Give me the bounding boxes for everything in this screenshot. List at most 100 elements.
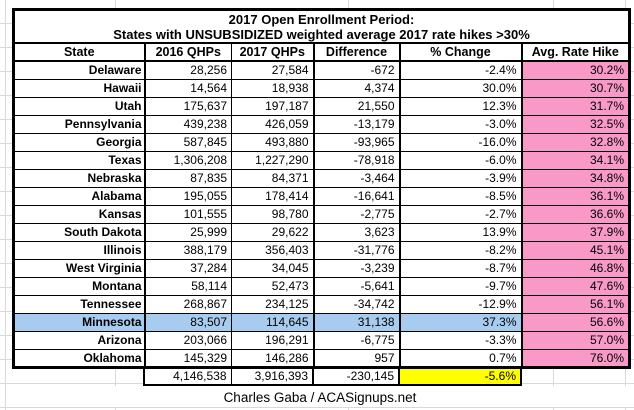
cell-avg-rate-hike: 30.2% bbox=[520, 60, 630, 80]
cell-pct-change: -12.9% bbox=[398, 294, 522, 314]
cell-state: South Dakota bbox=[13, 222, 145, 242]
cell-2017-qhps: 146,286 bbox=[231, 348, 314, 368]
cell-2016-qhps: 25,999 bbox=[143, 222, 232, 242]
header-row: State 2016 QHPs 2017 QHPs Difference% Chang… bbox=[13, 42, 630, 62]
table-row: Delaware 28,256 27,584 -672 -2.4% 30.2% bbox=[13, 60, 630, 80]
cell-avg-rate-hike: 30.7% bbox=[520, 78, 630, 98]
table-row: Oklahoma 145,329 146,286 957 0.7% 76.0% bbox=[13, 348, 630, 368]
cell-2017-qhps: 18,938 bbox=[231, 78, 314, 98]
totals-row: 4,146,538 3,916,393 -230,145 -5.6% bbox=[143, 367, 522, 385]
col-header-difference: Difference bbox=[312, 42, 400, 62]
cell-2017-qhps: 178,414 bbox=[231, 186, 314, 206]
cell-state: Illinois bbox=[13, 240, 145, 260]
table-row: Nebraska 87,835 84,371 -3,464 -3.9% 34.8% bbox=[13, 168, 630, 188]
cell-2016-qhps: 1,306,208 bbox=[143, 150, 232, 170]
table-row: Georgia 587,845 493,880 -93,965 -16.0% 32.8% bbox=[13, 132, 630, 152]
rate-hike-table: 2017 Open Enrollment Period: States with… bbox=[12, 8, 631, 369]
table-row: Utah 175,637 197,187 21,550 12.3% 31.7% bbox=[13, 96, 630, 116]
cell-difference: -3,464 bbox=[312, 168, 400, 188]
cell-pct-change: -9.7% bbox=[398, 276, 522, 296]
table-row: Illinois 388,179 356,403 -31,776 -8.2% 45.1% bbox=[13, 240, 630, 260]
cell-2016-qhps: 175,637 bbox=[143, 96, 232, 116]
cell-avg-rate-hike: 57.0% bbox=[520, 330, 630, 350]
cell-2017-qhps: 29,622 bbox=[231, 222, 314, 242]
cell-pct-change: -6.0% bbox=[398, 150, 522, 170]
cell-pct-change: -8.5% bbox=[398, 186, 522, 206]
cell-pct-change: 13.9% bbox=[398, 222, 522, 242]
cell-pct-change: 12.3% bbox=[398, 96, 522, 116]
cell-2017-qhps: 426,059 bbox=[231, 114, 314, 134]
cell-avg-rate-hike: 56.6% bbox=[520, 312, 630, 332]
cell-state: Nebraska bbox=[13, 168, 145, 188]
cell-difference: 4,374 bbox=[312, 78, 400, 98]
total-difference: -230,145 bbox=[312, 367, 400, 385]
cell-avg-rate-hike: 32.8% bbox=[520, 132, 630, 152]
cell-difference: -93,965 bbox=[312, 132, 400, 152]
cell-pct-change: 30.0% bbox=[398, 78, 522, 98]
cell-difference: -3,239 bbox=[312, 258, 400, 278]
cell-state: Utah bbox=[13, 96, 145, 116]
cell-2017-qhps: 493,880 bbox=[231, 132, 314, 152]
cell-pct-change: -3.9% bbox=[398, 168, 522, 188]
cell-avg-rate-hike: 47.6% bbox=[520, 276, 630, 296]
title-line-1: 2017 Open Enrollment Period: bbox=[228, 12, 415, 27]
cell-difference: -13,179 bbox=[312, 114, 400, 134]
cell-difference: -6,775 bbox=[312, 330, 400, 350]
cell-difference: -672 bbox=[312, 60, 400, 80]
attribution: Charles Gaba / ACASignups.net bbox=[12, 385, 628, 407]
cell-pct-change: 0.7% bbox=[398, 348, 522, 368]
cell-2016-qhps: 587,845 bbox=[143, 132, 232, 152]
cell-2016-qhps: 87,835 bbox=[143, 168, 232, 188]
cell-avg-rate-hike: 36.1% bbox=[520, 186, 630, 206]
total-2017-qhps: 3,916,393 bbox=[230, 367, 314, 385]
cell-avg-rate-hike: 37.9% bbox=[520, 222, 630, 242]
cell-state: Alabama bbox=[13, 186, 145, 206]
col-header-avg-rate-hike: Avg. Rate Hike bbox=[520, 42, 630, 62]
cell-difference: -34,742 bbox=[312, 294, 400, 314]
cell-pct-change: -8.2% bbox=[398, 240, 522, 260]
table-row: Alabama 195,055 178,414 -16,641 -8.5% 36.1% bbox=[13, 186, 630, 206]
col-header-pct-change: % Change bbox=[398, 42, 522, 62]
cell-state: Arizona bbox=[13, 330, 145, 350]
cell-2017-qhps: 234,125 bbox=[231, 294, 314, 314]
cell-2017-qhps: 1,227,290 bbox=[231, 150, 314, 170]
col-header-2017-qhps: 2017 QHPs bbox=[231, 42, 314, 62]
cell-2017-qhps: 34,045 bbox=[231, 258, 314, 278]
cell-2016-qhps: 145,329 bbox=[143, 348, 232, 368]
gridline-vertical bbox=[5, 0, 6, 410]
cell-pct-change: -3.0% bbox=[398, 114, 522, 134]
table-row: Texas 1,306,208 1,227,290 -78,918 -6.0% 34.1% bbox=[13, 150, 630, 170]
cell-avg-rate-hike: 31.7% bbox=[520, 96, 630, 116]
cell-2016-qhps: 14,564 bbox=[143, 78, 232, 98]
cell-avg-rate-hike: 46.8% bbox=[520, 258, 630, 278]
table-row: West Virginia 37,284 34,045 -3,239 -8.7% 46.8… bbox=[13, 258, 630, 278]
cell-2017-qhps: 27,584 bbox=[231, 60, 314, 80]
cell-difference: -16,641 bbox=[312, 186, 400, 206]
cell-state: Minnesota bbox=[13, 312, 145, 332]
cell-avg-rate-hike: 36.6% bbox=[520, 204, 630, 224]
cell-2016-qhps: 203,066 bbox=[143, 330, 232, 350]
cell-difference: -78,918 bbox=[312, 150, 400, 170]
cell-avg-rate-hike: 34.8% bbox=[520, 168, 630, 188]
cell-2017-qhps: 196,291 bbox=[231, 330, 314, 350]
cell-avg-rate-hike: 76.0% bbox=[520, 348, 630, 368]
table-row: South Dakota 25,999 29,622 3,623 13.9% 37.9% bbox=[13, 222, 630, 242]
table-row: Tennessee 268,867 234,125 -34,742 -12.9% 56.1… bbox=[13, 294, 630, 314]
cell-avg-rate-hike: 56.1% bbox=[520, 294, 630, 314]
cell-state: Pennsylvania bbox=[13, 114, 145, 134]
col-header-state: State bbox=[13, 42, 145, 62]
cell-pct-change: -2.7% bbox=[398, 204, 522, 224]
cell-pct-change: -8.7% bbox=[398, 258, 522, 278]
cell-avg-rate-hike: 32.5% bbox=[520, 114, 630, 134]
cell-2016-qhps: 28,256 bbox=[143, 60, 232, 80]
cell-state: Georgia bbox=[13, 132, 145, 152]
table-row: Kansas 101,555 98,780 -2,775 -2.7% 36.6% bbox=[13, 204, 630, 224]
cell-2016-qhps: 101,555 bbox=[143, 204, 232, 224]
cell-2016-qhps: 439,238 bbox=[143, 114, 232, 134]
table-row: Arizona 203,066 196,291 -6,775 -3.3% 57.0% bbox=[13, 330, 630, 350]
total-pct-change: -5.6% bbox=[398, 367, 522, 385]
cell-state: West Virginia bbox=[13, 258, 145, 278]
cell-state: Kansas bbox=[13, 204, 145, 224]
table-row: Minnesota 83,507 114,645 31,138 37.3% 56.6% bbox=[13, 312, 630, 332]
cell-state: Delaware bbox=[13, 60, 145, 80]
